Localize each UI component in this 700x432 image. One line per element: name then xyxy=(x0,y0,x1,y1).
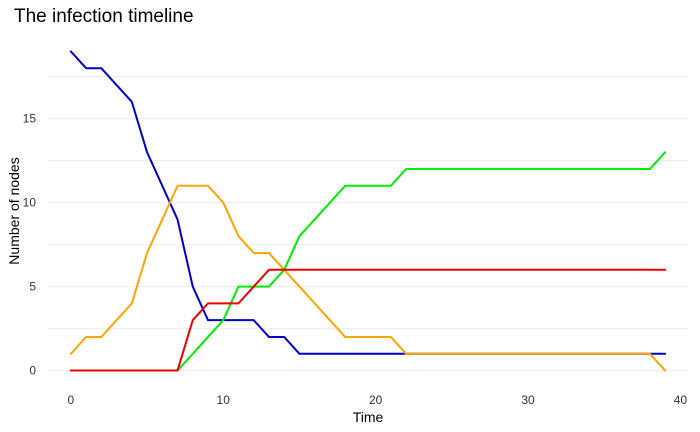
series-lines xyxy=(69,50,667,372)
series-line-4 xyxy=(69,268,667,372)
y-tick-label: 0 xyxy=(29,364,36,378)
y-tick-label: 5 xyxy=(29,280,36,294)
y-tick-label: 10 xyxy=(23,196,37,210)
y-axis-title: Number of nodes xyxy=(6,157,22,264)
y-tick-label: 15 xyxy=(23,112,37,126)
x-tick-label: 0 xyxy=(68,393,75,407)
x-tick-label: 40 xyxy=(674,393,688,407)
chart-title: The infection timeline xyxy=(14,6,194,27)
x-tick-label: 10 xyxy=(217,393,231,407)
x-axis-title: Time xyxy=(353,409,384,425)
x-tick-label: 30 xyxy=(521,393,535,407)
grid-lines xyxy=(48,76,688,372)
x-tick-label: 20 xyxy=(369,393,383,407)
series-line-2 xyxy=(69,184,667,372)
